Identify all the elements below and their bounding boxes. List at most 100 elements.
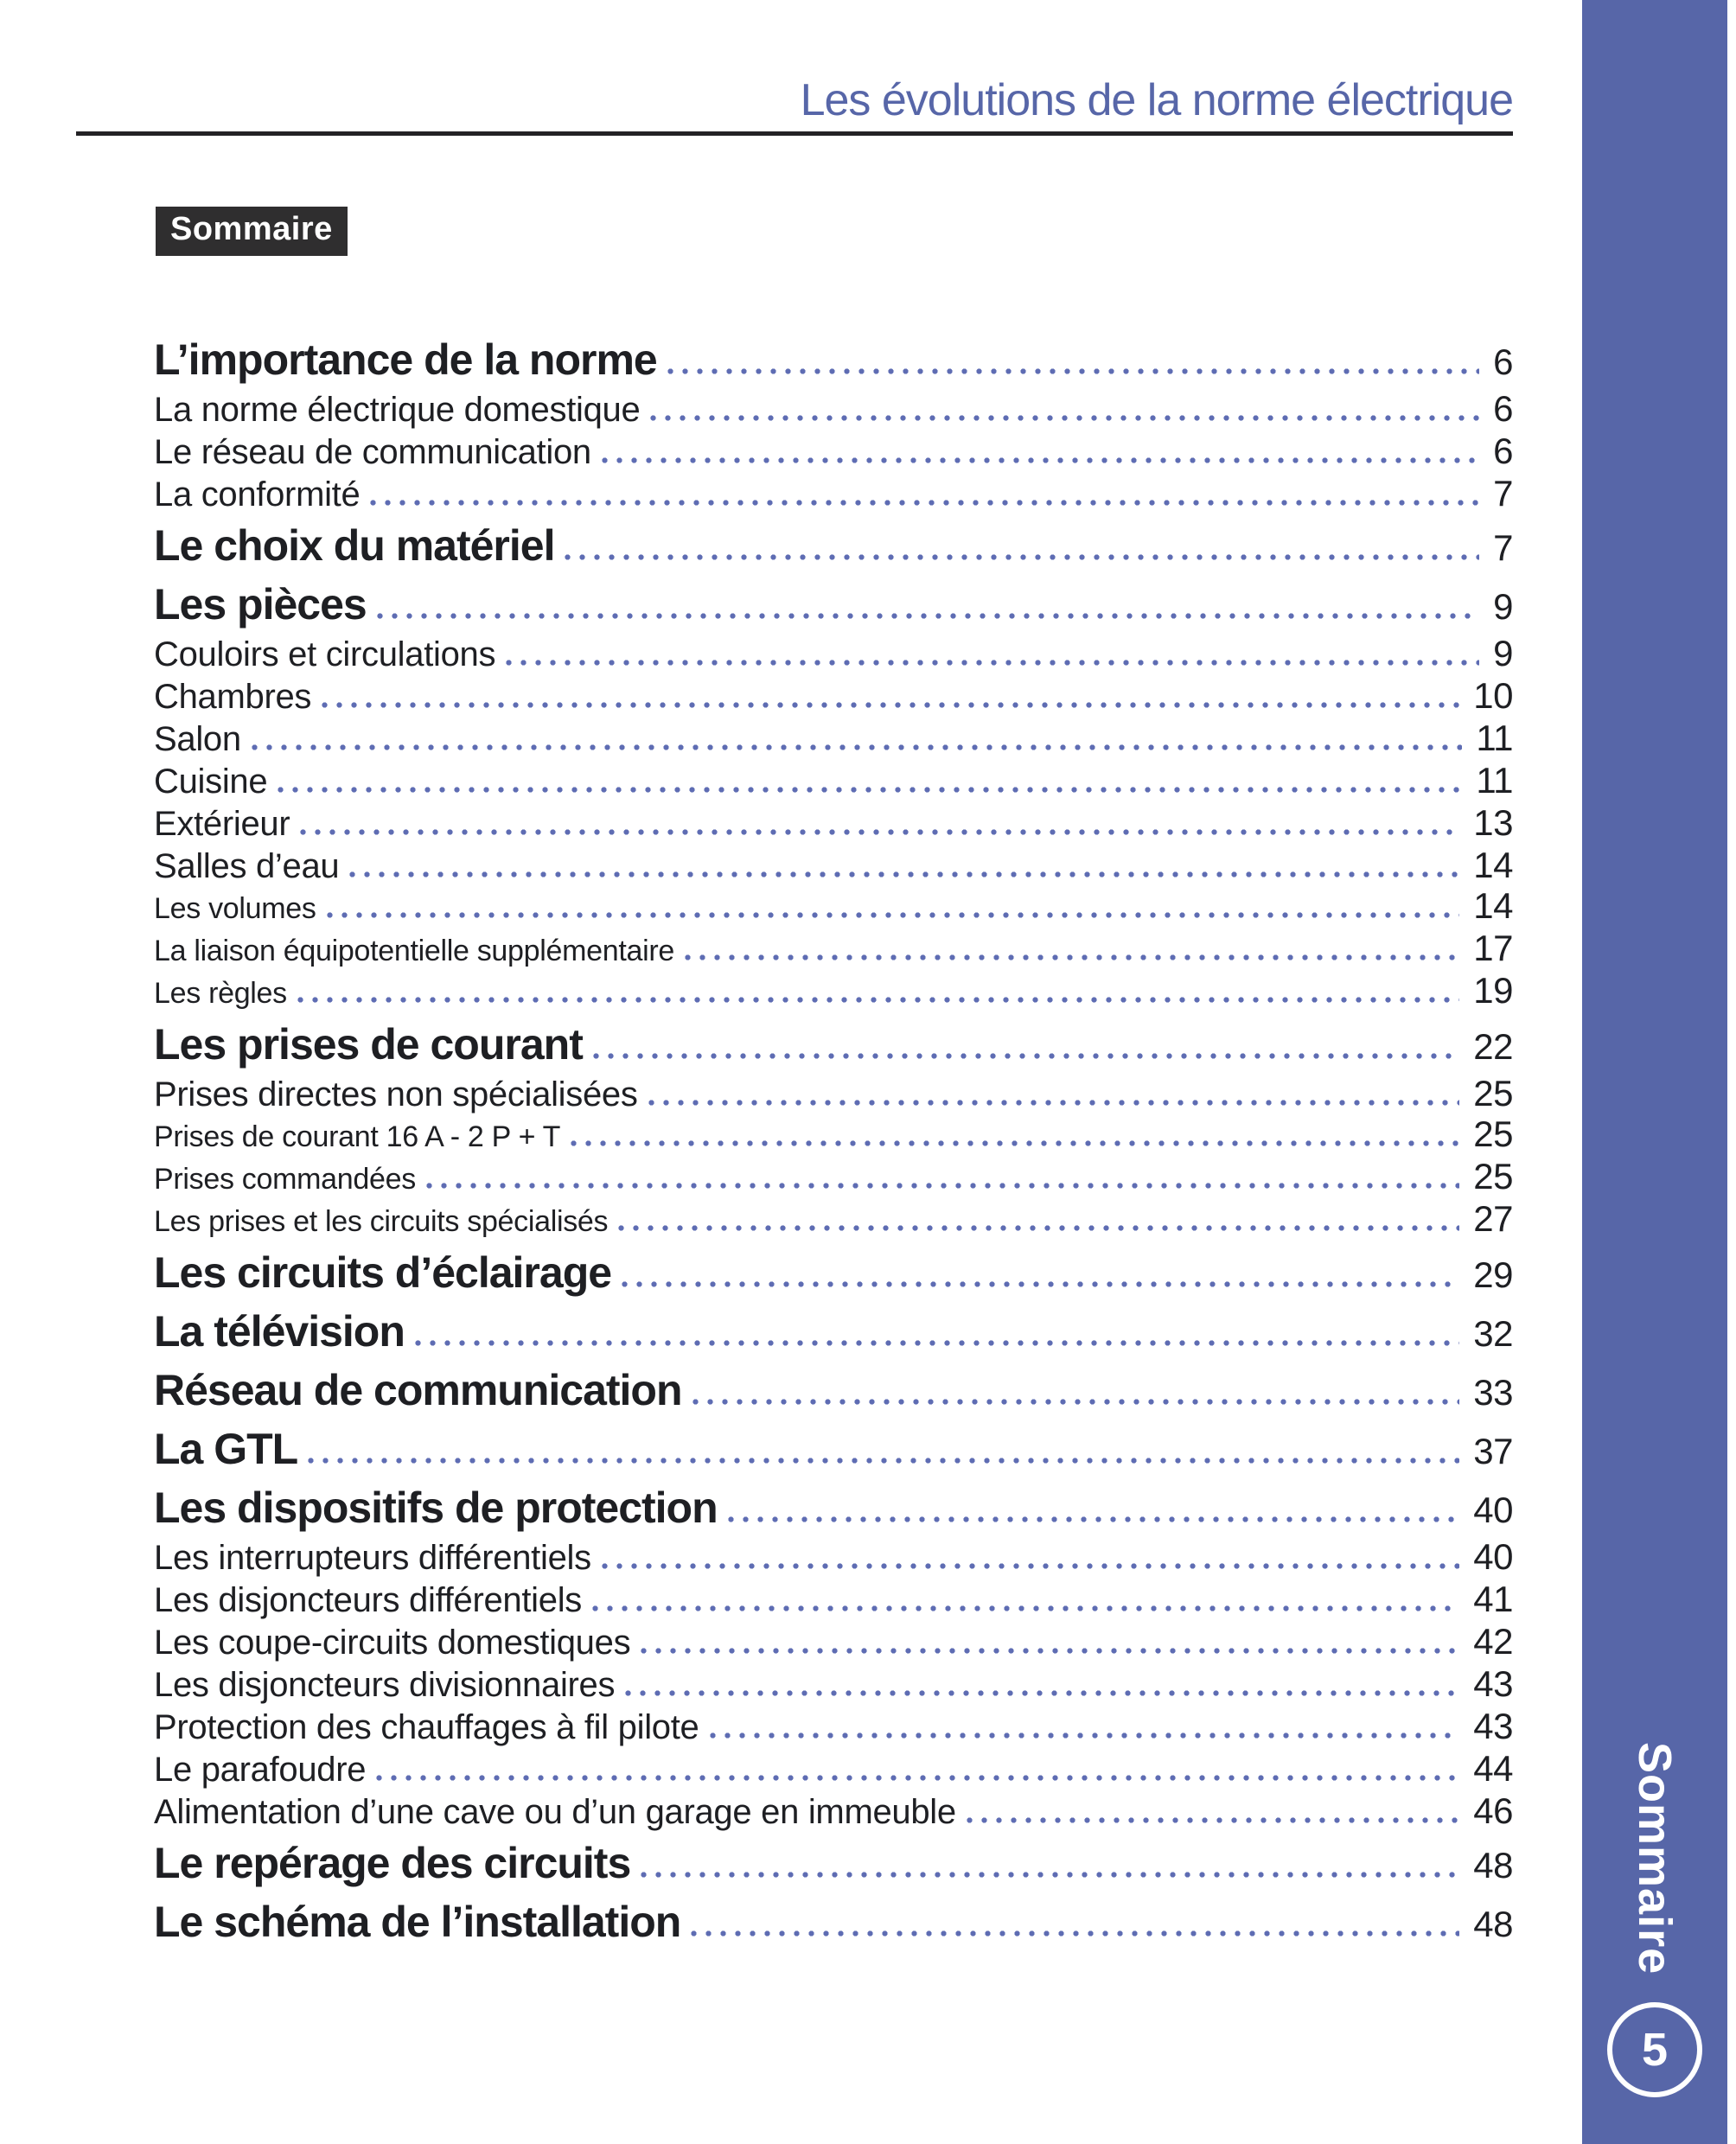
page-title: Les évolutions de la norme électrique <box>800 75 1514 125</box>
toc-entry-label: L’importance de la norme <box>154 335 658 384</box>
toc-entry-page: 33 <box>1473 1372 1513 1413</box>
toc-entry: Couloirs et circulations 9 <box>154 634 1513 676</box>
toc-entry-label: Le repérage des circuits <box>154 1839 631 1887</box>
toc-leader-dots <box>322 702 1460 708</box>
toc-leader-dots <box>622 1281 1460 1287</box>
toc-entry: Prises de courant 16 A - 2 P + T 25 <box>154 1116 1513 1158</box>
toc-entry-label: Les disjoncteurs différentiels <box>154 1581 582 1619</box>
toc-entry-page: 46 <box>1473 1790 1513 1831</box>
toc-entry: Les circuits d’éclairage 29 <box>154 1243 1513 1302</box>
toc-entry: Le choix du matériel 7 <box>154 516 1513 575</box>
toc-entry-page: 19 <box>1473 970 1513 1011</box>
toc-entry: Protection des chauffages à fil pilote 4… <box>154 1707 1513 1749</box>
toc-entry: Les coupe-circuits domestiques 42 <box>154 1622 1513 1664</box>
toc-entry-label: Les circuits d’éclairage <box>154 1248 612 1297</box>
toc-entry-label: Prises directes non spécialisées <box>154 1075 638 1113</box>
toc-entry-page: 25 <box>1473 1113 1513 1154</box>
toc-entry-page: 11 <box>1476 760 1513 801</box>
toc-entry-label: Les prises et les circuits spécialisés <box>154 1205 609 1238</box>
toc-entry-page: 40 <box>1473 1490 1513 1530</box>
toc-entry-label: Salon <box>154 720 241 758</box>
toc-entry-label: Les interrupteurs différentiels <box>154 1539 591 1577</box>
toc-entry: Prises directes non spécialisées 25 <box>154 1074 1513 1116</box>
toc-leader-dots <box>414 1340 1460 1346</box>
toc-entry-label: Les coupe-circuits domestiques <box>154 1624 631 1662</box>
toc-entry: La liaison équipotentielle supplémentair… <box>154 930 1513 973</box>
toc-entry-label: Le réseau de communication <box>154 433 591 471</box>
toc-entry: La télévision 32 <box>154 1302 1513 1361</box>
toc-entry: La GTL 37 <box>154 1420 1513 1478</box>
toc-entry-page: 41 <box>1473 1579 1513 1619</box>
toc-entry: La conformité 7 <box>154 474 1513 516</box>
toc-entry-page: 48 <box>1473 1845 1513 1886</box>
toc-entry: Le réseau de communication 6 <box>154 431 1513 474</box>
toc-entry: L’importance de la norme 6 <box>154 330 1513 389</box>
toc-leader-dots <box>709 1732 1460 1739</box>
toc-entry-page: 42 <box>1473 1621 1513 1662</box>
toc-entry-label: Salles d’eau <box>154 847 340 885</box>
toc-entry: Les volumes 14 <box>154 888 1513 930</box>
toc-entry-label: Protection des chauffages à fil pilote <box>154 1708 699 1746</box>
toc-entry-label: La liaison équipotentielle supplémentair… <box>154 935 675 967</box>
toc-entry-page: 14 <box>1473 885 1513 926</box>
toc-leader-dots <box>571 1140 1460 1146</box>
toc-entry-page: 6 <box>1493 341 1513 382</box>
toc-entry: Les dispositifs de protection 40 <box>154 1478 1513 1537</box>
toc-leader-dots <box>376 613 1480 619</box>
toc-entry-label: Les dispositifs de protection <box>154 1484 718 1532</box>
toc-entry-page: 32 <box>1473 1313 1513 1354</box>
toc-entry-page: 6 <box>1493 388 1513 429</box>
toc-entry-label: Les volumes <box>154 892 316 925</box>
toc-leader-dots <box>506 660 1480 666</box>
toc-entry-page: 43 <box>1473 1663 1513 1704</box>
toc-entry-label: Prises de courant 16 A - 2 P + T <box>154 1120 561 1153</box>
toc-leader-dots <box>727 1516 1460 1522</box>
toc-entry-page: 11 <box>1476 718 1513 758</box>
toc-entry: Les règles 19 <box>154 973 1513 1015</box>
toc-entry-label: Le choix du matériel <box>154 521 555 570</box>
toc-entry-page: 27 <box>1473 1198 1513 1239</box>
toc-entry: Chambres 10 <box>154 676 1513 718</box>
toc-entry-label: Extérieur <box>154 805 290 843</box>
toc-leader-dots <box>685 954 1460 960</box>
toc-entry: Le repérage des circuits 48 <box>154 1834 1513 1892</box>
toc-entry: Les prises et les circuits spécialisés 2… <box>154 1201 1513 1243</box>
toc-entry: Les disjoncteurs divisionnaires 43 <box>154 1664 1513 1707</box>
toc-leader-dots <box>618 1225 1460 1231</box>
toc-entry-label: Cuisine <box>154 763 268 801</box>
toc-entry-label: Les disjoncteurs divisionnaires <box>154 1666 616 1704</box>
toc-entry-page: 7 <box>1493 473 1513 514</box>
page-number-badge: 5 <box>1607 2002 1702 2097</box>
toc-leader-dots <box>425 1183 1460 1189</box>
toc-leader-dots <box>691 1930 1460 1937</box>
toc-leader-dots <box>300 829 1460 835</box>
toc-entry-page: 13 <box>1473 802 1513 843</box>
toc-leader-dots <box>966 1817 1460 1823</box>
toc-leader-dots <box>278 787 1463 793</box>
toc-entry-page: 6 <box>1493 431 1513 471</box>
table-of-contents: L’importance de la norme 6 La norme élec… <box>154 330 1513 1951</box>
sidebar: Sommaire 5 <box>1582 0 1727 2144</box>
toc-entry: Extérieur 13 <box>154 803 1513 845</box>
toc-entry-label: La conformité <box>154 475 361 514</box>
toc-entry: Les prises de courant 22 <box>154 1015 1513 1074</box>
toc-entry-label: Le parafoudre <box>154 1751 367 1789</box>
toc-entry: Les pièces 9 <box>154 575 1513 634</box>
toc-entry-page: 9 <box>1493 586 1513 627</box>
toc-entry-page: 10 <box>1473 675 1513 716</box>
toc-leader-dots <box>641 1872 1460 1878</box>
toc-entry-page: 22 <box>1473 1026 1513 1067</box>
toc-leader-dots <box>601 1563 1460 1569</box>
toc-leader-dots <box>648 1100 1460 1106</box>
toc-entry-label: Le schéma de l’installation <box>154 1898 681 1946</box>
toc-entry-page: 37 <box>1473 1431 1513 1471</box>
toc-entry-label: Les règles <box>154 977 287 1010</box>
toc-entry-page: 48 <box>1473 1904 1513 1944</box>
toc-leader-dots <box>565 554 1480 560</box>
toc-entry-page: 17 <box>1473 928 1513 968</box>
section-heading-box: Sommaire <box>156 207 348 256</box>
toc-leader-dots <box>692 1399 1460 1405</box>
toc-entry: Réseau de communication 33 <box>154 1361 1513 1420</box>
toc-entry-page: 43 <box>1473 1706 1513 1746</box>
toc-entry-page: 7 <box>1493 527 1513 568</box>
